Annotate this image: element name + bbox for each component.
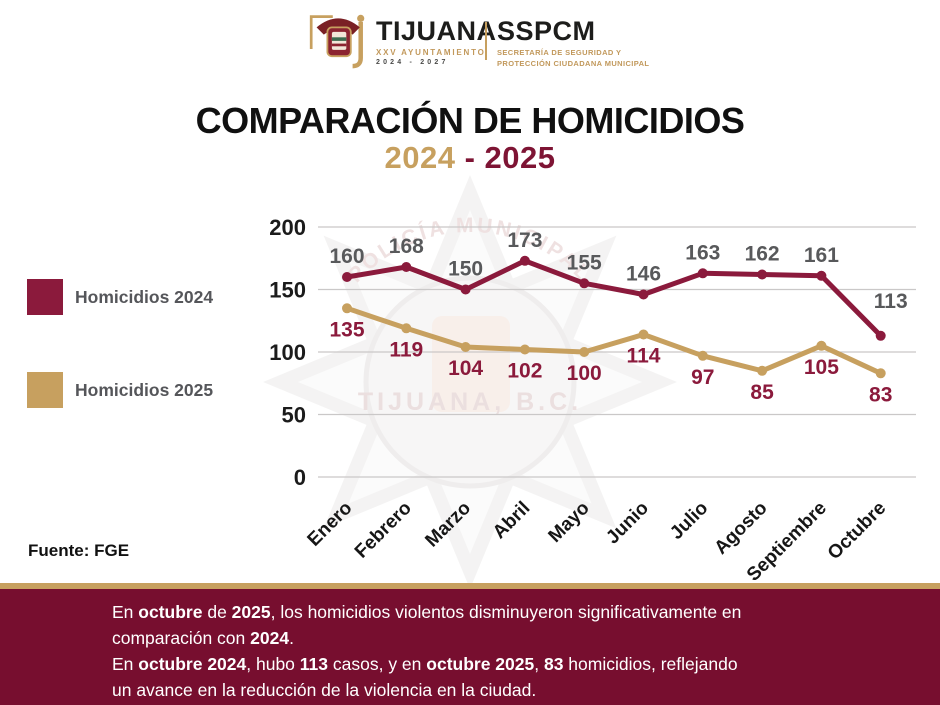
data-label: 113	[874, 290, 908, 313]
data-label: 163	[685, 241, 720, 264]
data-point	[342, 303, 352, 314]
data-label: 150	[448, 258, 483, 281]
data-point	[519, 255, 530, 266]
data-point	[875, 330, 886, 341]
data-label: 173	[507, 229, 542, 252]
data-point	[757, 365, 768, 376]
data-point	[460, 342, 471, 352]
y-tick-label: 150	[269, 278, 306, 303]
data-label: 168	[389, 235, 424, 258]
series-line	[344, 305, 884, 376]
y-tick-label: 0	[294, 465, 306, 490]
x-tick-label: Agosto	[711, 498, 772, 559]
data-label: 135	[329, 318, 364, 341]
data-label: 100	[567, 362, 602, 385]
org-subtitle-line2: PROTECCIÓN CIUDADANA MUNICIPAL	[497, 58, 650, 68]
data-point	[401, 262, 412, 272]
tijuana-crest-icon	[309, 14, 365, 69]
data-label: 119	[389, 338, 423, 361]
data-point	[579, 347, 590, 357]
legend-item-2024: Homicidios 2024	[27, 279, 213, 315]
data-label: 114	[627, 345, 661, 368]
data-label: 155	[567, 251, 602, 274]
data-point	[579, 278, 590, 289]
x-tick-label: Julio	[666, 498, 712, 544]
summary-banner-text: En octubre de 2025, los homicidios viole…	[112, 602, 742, 700]
data-label: 97	[691, 366, 714, 389]
data-point	[757, 269, 768, 280]
series-line	[344, 258, 884, 339]
x-tick-label: Enero	[304, 498, 357, 551]
page-title: COMPARACIÓN DE HOMICIDIOS	[195, 100, 745, 141]
data-label: 162	[745, 243, 780, 266]
page-subtitle: 2024 - 2025	[0, 140, 940, 176]
subtitle-year-2025: 2025	[484, 140, 556, 175]
data-point	[697, 350, 708, 361]
legend-label-2025: Homicidios 2025	[75, 379, 214, 400]
data-label: 161	[804, 244, 839, 267]
data-label: 160	[329, 245, 364, 268]
data-point	[401, 323, 412, 334]
data-label: 104	[448, 357, 483, 380]
data-point	[697, 268, 708, 279]
header-divider	[485, 22, 487, 60]
org-subtitle-line1: SECRETARÍA DE SEGURIDAD Y	[497, 48, 622, 57]
y-tick-label: 200	[269, 215, 306, 240]
data-point	[875, 368, 886, 379]
legend-label-2024: Homicidios 2024	[75, 286, 214, 307]
subtitle-dash: -	[464, 140, 476, 175]
data-point	[519, 344, 530, 355]
org-title: SSPCM	[497, 16, 596, 46]
brand-title: TIJUANA	[376, 16, 497, 46]
data-label: 102	[507, 360, 542, 383]
brand-subtitle: XXV AYUNTAMIENTO	[376, 48, 486, 57]
brand-years: 2024 - 2027	[376, 59, 449, 66]
source-note: Fuente: FGE	[28, 541, 130, 560]
data-label: 146	[626, 263, 661, 286]
svg-text:TIJUANA, B.C.: TIJUANA, B.C.	[358, 388, 582, 416]
data-point	[638, 289, 649, 300]
data-label: 105	[804, 356, 839, 379]
header: TIJUANA XXV AYUNTAMIENTO 2024 - 2027 SSP…	[304, 4, 664, 76]
data-label: 83	[869, 383, 892, 406]
y-tick-label: 50	[282, 403, 306, 428]
summary-banner: En octubre de 2025, los homicidios viole…	[0, 583, 940, 705]
data-point	[816, 340, 827, 351]
data-point	[638, 329, 649, 340]
legend-swatch-2024	[27, 279, 63, 315]
legend-swatch-2025	[27, 372, 63, 408]
y-tick-label: 100	[269, 340, 306, 365]
data-label: 85	[750, 381, 774, 404]
data-point	[816, 270, 827, 281]
data-point	[460, 284, 471, 295]
data-point	[342, 272, 352, 282]
x-tick-label: Octubre	[824, 498, 890, 564]
subtitle-year-2024: 2024	[384, 140, 456, 175]
legend-item-2025: Homicidios 2025	[27, 372, 213, 408]
